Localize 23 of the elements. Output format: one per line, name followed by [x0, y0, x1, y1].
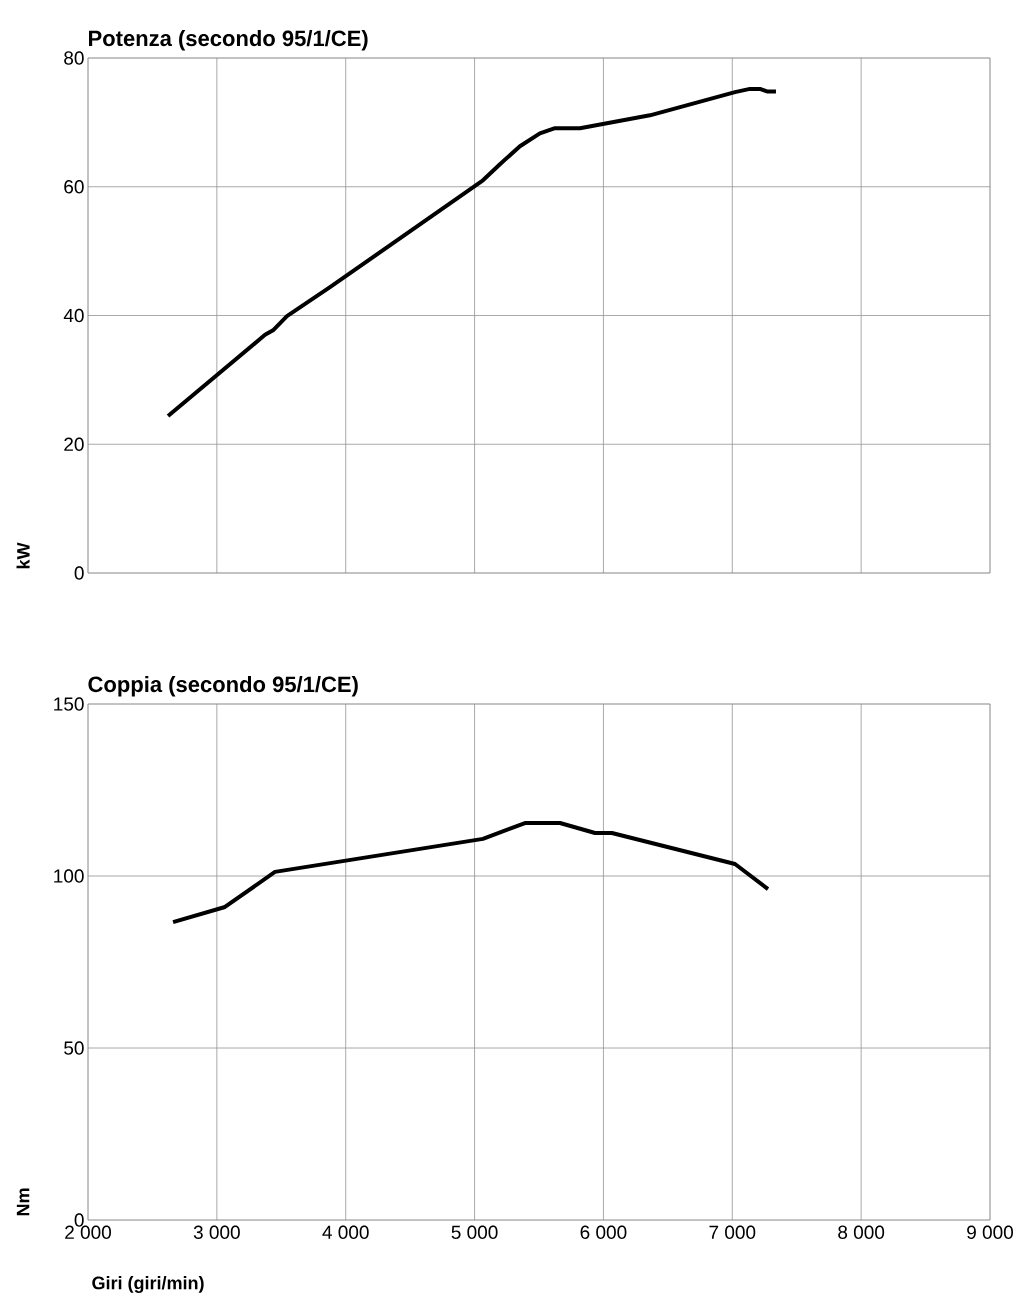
x-tick-label: 5 000: [451, 1225, 498, 1239]
x-tick-label: 7 000: [709, 1225, 756, 1239]
line-series: [166, 86, 778, 418]
x-axis-title: Giri (giri/min): [92, 1276, 204, 1293]
x-tick-label: 4 000: [322, 1225, 369, 1239]
y-tick-label: 40: [63, 308, 84, 323]
y-tick-label: 100: [54, 869, 84, 883]
line-series: [171, 821, 770, 925]
x-tick-label: 8 000: [838, 1225, 885, 1239]
y-tick-label: 0: [74, 566, 84, 580]
y-tick-label: 50: [64, 1041, 84, 1055]
chart-title: Potenza (secondo 95/1/CE): [89, 29, 368, 51]
y-tick-label: 80: [64, 51, 84, 65]
y-tick-label: 0: [74, 1213, 84, 1227]
y-tick-label: 20: [64, 437, 84, 451]
y-axis-title: Nm: [16, 1188, 30, 1216]
x-tick-label: 3 000: [193, 1225, 240, 1239]
x-tick-label: 6 000: [580, 1225, 627, 1239]
y-tick-label: 150: [54, 697, 84, 711]
y-tick-label: 60: [64, 180, 84, 194]
chart-title: Coppia (secondo 95/1/CE): [88, 675, 358, 697]
x-tick-label: 9 000: [967, 1225, 1013, 1239]
y-axis-title: kW: [16, 542, 30, 569]
